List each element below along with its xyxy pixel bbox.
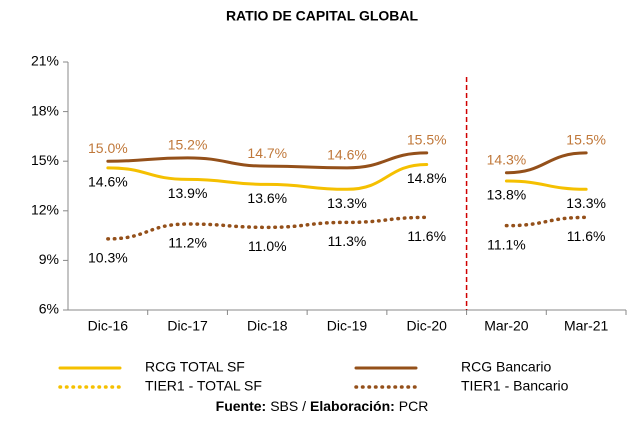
source-part: Fuente: — [216, 398, 267, 414]
value-label: 14.6% — [327, 147, 367, 163]
value-label: 11.3% — [328, 233, 367, 249]
value-label: 13.3% — [566, 195, 606, 211]
y-tick-label: 6% — [39, 301, 59, 317]
value-label: 11.2% — [168, 235, 207, 251]
value-label: 14.6% — [88, 174, 128, 190]
source: Fuente: SBS / Elaboración: PCR — [216, 398, 429, 414]
source-part: SBS / — [270, 398, 306, 414]
value-label: 11.0% — [248, 238, 287, 254]
y-tick-label: 12% — [31, 202, 59, 218]
legend-label: TIER1 - Bancario — [461, 378, 569, 394]
x-tick-label: Dic-18 — [247, 318, 288, 334]
x-tick-label: Dic-17 — [167, 318, 208, 334]
x-tick-label: Dic-19 — [327, 318, 368, 334]
value-label: 13.6% — [247, 190, 287, 206]
chart-title: RATIO DE CAPITAL GLOBAL — [226, 8, 419, 24]
value-label: 13.8% — [487, 187, 527, 203]
x-tick-label: Dic-20 — [406, 318, 447, 334]
value-label: 11.6% — [567, 228, 606, 244]
y-tick-label: 9% — [39, 251, 59, 267]
value-label: 10.3% — [88, 250, 128, 266]
series-line — [106, 215, 429, 241]
value-label: 14.8% — [407, 170, 447, 186]
x-tick-label: Mar-21 — [564, 318, 609, 334]
value-label: 14.7% — [247, 145, 287, 161]
legend-label: TIER1 - TOTAL SF — [145, 378, 262, 394]
value-label: 15.0% — [88, 140, 128, 156]
source-part: Elaboración: — [310, 398, 395, 414]
value-label: 11.6% — [407, 228, 446, 244]
series-line — [504, 215, 588, 228]
x-tick-label: Mar-20 — [484, 318, 529, 334]
legend-label: RCG TOTAL SF — [145, 359, 245, 375]
value-label: 15.5% — [566, 132, 606, 148]
y-tick-label: 18% — [31, 102, 59, 118]
value-label: 11.1% — [487, 236, 526, 252]
value-label: 15.2% — [168, 137, 208, 153]
value-label: 14.3% — [487, 151, 527, 167]
series-line — [106, 163, 429, 191]
series-line — [504, 179, 588, 191]
series-line — [504, 151, 588, 175]
value-label: 15.5% — [407, 132, 447, 148]
y-tick-label: 15% — [31, 152, 59, 168]
value-label: 13.9% — [168, 185, 208, 201]
series-line — [106, 151, 429, 170]
source-part: PCR — [399, 398, 429, 414]
y-tick-label: 21% — [31, 53, 59, 69]
legend-label: RCG Bancario — [461, 359, 551, 375]
x-tick-label: Dic-16 — [88, 318, 129, 334]
value-label: 13.3% — [327, 195, 367, 211]
